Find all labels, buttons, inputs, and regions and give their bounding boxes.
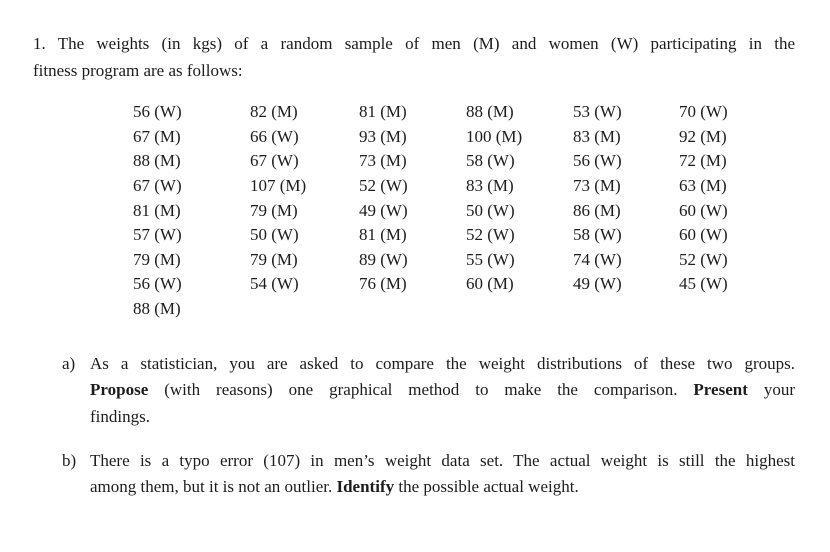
weight-cell: 67 (W) <box>133 175 182 195</box>
weight-cell: 57 (W) <box>133 225 182 245</box>
question-a-line2-end: your <box>747 380 795 400</box>
weight-cell: 58 (W) <box>573 225 622 245</box>
weight-cell: 67 (W) <box>250 151 299 171</box>
weight-cell: 63 (M) <box>679 175 727 195</box>
weight-cell: 79 (M) <box>133 249 181 269</box>
weight-cell: 53 (W) <box>573 102 622 121</box>
bold-propose: Propose <box>90 380 149 400</box>
weight-cell: 73 (M) <box>573 175 621 195</box>
weight-cell: 60 (W) <box>679 225 728 245</box>
weight-cell: 49 (W) <box>573 274 622 294</box>
weight-cell: 74 (W) <box>573 249 622 269</box>
weight-cell: 83 (M) <box>466 175 514 195</box>
question-a-label: a) <box>62 354 76 373</box>
weight-cell: 60 (W) <box>679 200 728 220</box>
weight-cell: 56 (W) <box>133 274 182 294</box>
question-b-line2-end: the possible actual weight. <box>394 477 579 497</box>
weight-cell: 93 (M) <box>359 126 407 146</box>
weight-cell: 55 (W) <box>466 249 515 269</box>
weight-cell: 52 (W) <box>359 175 408 195</box>
question-a-text: As a statistician, you are asked to comp… <box>90 351 795 430</box>
weight-cell: 89 (W) <box>359 249 408 269</box>
weight-cell: 73 (M) <box>359 151 407 171</box>
weight-cell: 60 (M) <box>466 274 514 294</box>
bold-present: Present <box>693 380 748 400</box>
question-a-line1: As a statistician, you are asked to comp… <box>90 354 795 373</box>
weight-cell: 50 (W) <box>250 225 299 245</box>
weight-cell: 100 (M) <box>466 126 523 146</box>
question-a-line2: Propose (with reasons) one graphical met… <box>90 377 795 403</box>
question-a-line2-mid: (with reasons) one graphical method to m… <box>148 380 694 400</box>
weight-cell: 76 (M) <box>359 274 407 294</box>
question-b-line1: There is a typo error (107) in men’s wei… <box>90 451 795 470</box>
weights-data-table: 56 (W) 82 (M) 81 (M) 88 (M) 53 (W) 70 (W… <box>133 100 759 322</box>
weight-cell: 45 (W) <box>679 274 728 294</box>
weight-cell: 58 (W) <box>466 151 515 171</box>
weight-cell: 72 (M) <box>679 151 727 171</box>
weight-cell: 88 (M) <box>133 299 181 319</box>
problem-statement-line1: 1. The weights (in kgs) of a random samp… <box>33 34 795 53</box>
weight-cell: 70 (W) <box>679 102 728 121</box>
weight-cell: 86 (M) <box>573 200 621 220</box>
weight-cell: 81 (M) <box>359 102 407 121</box>
question-b-line2-start: among them, but it is not an outlier. <box>90 477 337 497</box>
question-b-line2: among them, but it is not an outlier. Id… <box>90 474 795 500</box>
weight-cell: 92 (M) <box>679 126 727 146</box>
question-b-text: There is a typo error (107) in men’s wei… <box>90 448 795 501</box>
question-a: a) As a statistician, you are asked to c… <box>62 351 795 430</box>
weight-cell: 81 (M) <box>359 225 407 245</box>
weight-cell: 79 (M) <box>250 249 298 269</box>
weight-cell: 52 (W) <box>466 225 515 245</box>
weight-cell: 49 (W) <box>359 200 408 220</box>
weight-cell: 56 (W) <box>573 151 622 171</box>
weight-cell: 107 (M) <box>250 175 307 195</box>
weight-cell: 82 (M) <box>250 102 298 121</box>
question-b: b) There is a typo error (107) in men’s … <box>62 448 795 501</box>
weight-cell: 54 (W) <box>250 274 299 294</box>
problem-statement: 1. The weights (in kgs) of a random samp… <box>33 31 795 84</box>
weight-cell: 66 (W) <box>250 126 299 146</box>
weight-cell: 83 (M) <box>573 126 621 146</box>
question-b-label: b) <box>62 451 77 470</box>
weight-cell: 50 (W) <box>466 200 515 220</box>
weight-cell: 88 (M) <box>133 151 181 171</box>
problem-statement-line2: fitness program are as follows: <box>33 60 243 80</box>
weight-cell: 88 (M) <box>466 102 514 121</box>
question-a-line3: findings. <box>90 406 150 426</box>
bold-identify: Identify <box>336 477 395 497</box>
weight-cell: 52 (W) <box>679 249 728 269</box>
weight-cell: 67 (M) <box>133 126 181 146</box>
weight-cell: 81 (M) <box>133 200 181 220</box>
weight-cell: 79 (M) <box>250 200 298 220</box>
weight-cell: 56 (W) <box>133 102 182 121</box>
